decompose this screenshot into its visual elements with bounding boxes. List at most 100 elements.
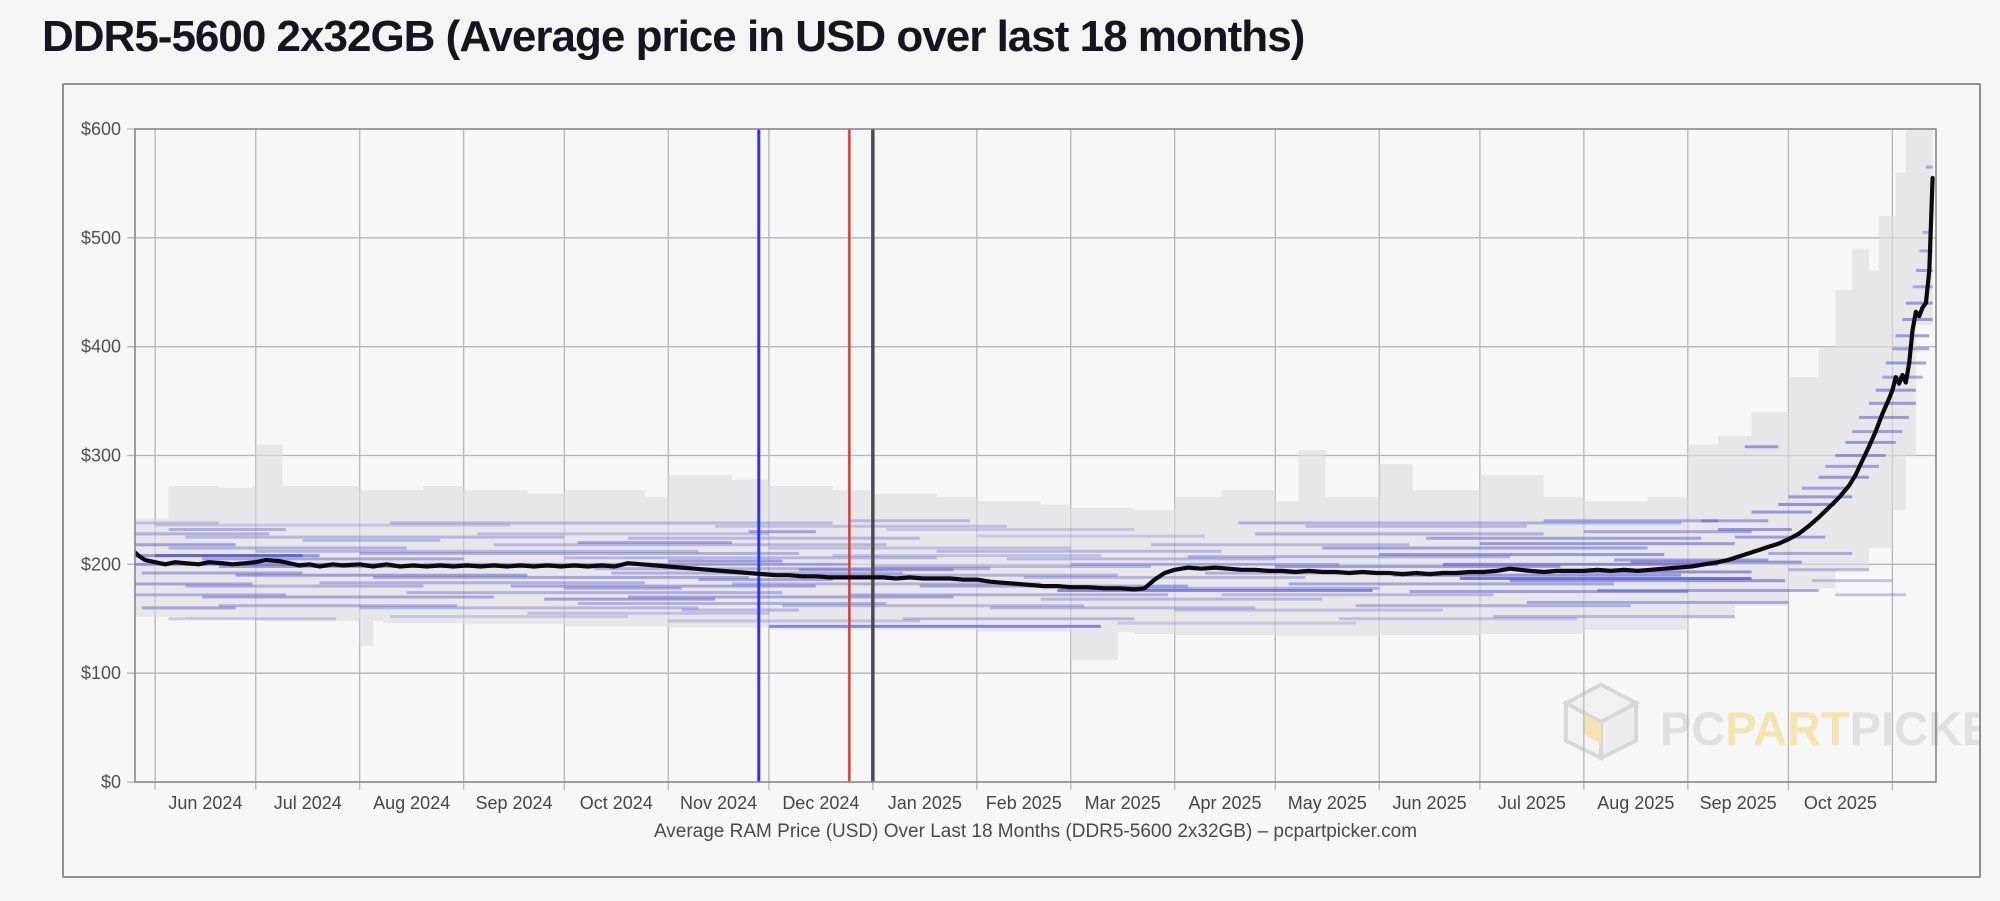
- listing-price-segment: [594, 567, 991, 571]
- listing-price-segment: [1510, 579, 1786, 583]
- x-tick-label: Jul 2024: [274, 793, 342, 813]
- listing-price-segment: [1744, 445, 1779, 449]
- average-price-line: [135, 175, 1935, 592]
- listing-price-segment: [1614, 558, 1769, 562]
- listing-price-segment: [903, 617, 1135, 621]
- listing-price-segment: [1221, 593, 1494, 597]
- listing-price-segment: [1825, 464, 1879, 468]
- listing-price-segment: [1188, 555, 1511, 559]
- listing-price-segment: [1919, 249, 1933, 253]
- listing-price-segment: [135, 543, 236, 547]
- listing-price-segment: [168, 546, 407, 550]
- listing-price-segment: [1275, 565, 1561, 569]
- listing-price-segment: [1459, 576, 1752, 580]
- listing-price-segment: [1922, 230, 1933, 234]
- price-history-chart: PCPARTPICKER $0 $100 $200 $300 $400 $500 $600 Ju…: [81, 119, 1979, 813]
- x-tick-label: Feb 2025: [986, 793, 1062, 813]
- listing-price-segment: [527, 611, 769, 615]
- listing-price-segment: [1597, 588, 1819, 592]
- x-tick-label: Jan 2025: [888, 793, 962, 813]
- listing-price-segment: [1925, 165, 1933, 169]
- listing-price-segment: [1392, 573, 1682, 577]
- listing-price-segment: [748, 530, 816, 534]
- listing-price-segment: [768, 624, 1101, 628]
- listing-price-segment: [1238, 521, 1682, 525]
- listing-price-segment: [1151, 543, 1410, 547]
- listing-price-segment: [168, 617, 337, 621]
- listing-price-segment: [218, 604, 457, 608]
- x-tick-label: Aug 2024: [373, 793, 450, 813]
- listing-price-segment: [1788, 568, 1869, 572]
- listing-price-segment: [886, 528, 1135, 532]
- listing-price-segment: [477, 532, 769, 536]
- listing-price-segment: [1040, 597, 1323, 601]
- x-tick-label: Mar 2025: [1085, 793, 1161, 813]
- listing-price-segment: [1788, 495, 1853, 499]
- listing-price-segment: [849, 519, 971, 523]
- plot-border: [134, 128, 1937, 783]
- listing-price-segment: [698, 578, 833, 582]
- x-tick-label: May 2025: [1288, 793, 1367, 813]
- listing-price-segment: [564, 586, 682, 590]
- x-tick-label: Dec 2024: [782, 793, 859, 813]
- listing-price-segment: [1868, 401, 1916, 405]
- listing-price-segment: [628, 595, 954, 599]
- y-tick-label: $0: [101, 772, 121, 792]
- x-tick-label: Aug 2025: [1597, 793, 1674, 813]
- listing-price-segment: [1379, 553, 1665, 557]
- y-tick-label: $600: [81, 119, 121, 139]
- listing-price-segment: [302, 538, 441, 542]
- x-tick-label: Jun 2024: [168, 793, 242, 813]
- y-axis-labels: $0 $100 $200 $300 $400 $500 $600: [81, 119, 121, 792]
- listing-price-segment: [1442, 562, 1719, 566]
- y-tick-label: $500: [81, 228, 121, 248]
- listing-price-segment: [815, 573, 1118, 577]
- listing-price-segment: [1255, 532, 1544, 536]
- listing-price-segment: [1006, 557, 1276, 561]
- pcpartpicker-watermark: PCPARTPICKER: [1561, 682, 1979, 762]
- listing-price-segment: [155, 523, 511, 527]
- listing-price-segment: [1915, 268, 1933, 272]
- y-tick-label: $100: [81, 663, 121, 683]
- listing-price-segment: [1409, 590, 1688, 594]
- listing-price-segment: [628, 536, 920, 540]
- page-title: DDR5-5600 2x32GB (Average price in USD o…: [42, 12, 1305, 61]
- listing-price-segment: [715, 524, 1007, 528]
- listing-price-segment: [799, 568, 954, 572]
- listing-price-segment: [155, 554, 303, 558]
- listing-price-segment: [493, 543, 887, 547]
- listing-price-segment: [202, 557, 464, 561]
- listing-price-segment: [359, 551, 800, 555]
- listing-price-segment: [510, 584, 816, 588]
- x-tick-label: Apr 2025: [1188, 793, 1261, 813]
- listing-price-segment: [135, 521, 219, 525]
- listing-price-segment: [185, 535, 565, 539]
- listing-price-segment: [1734, 535, 1826, 539]
- listing-price-segment: [1057, 588, 1373, 592]
- listing-price-segment: [1322, 546, 1648, 550]
- x-tick-label: Jul 2025: [1498, 793, 1566, 813]
- listing-price-segment: [1778, 502, 1836, 506]
- listing-price-segment: [185, 584, 424, 588]
- x-tick-label: Sep 2024: [475, 793, 552, 813]
- listing-price-segment: [319, 581, 645, 585]
- listing-price-segment: [1583, 530, 1752, 534]
- listing-price-segment: [255, 549, 699, 553]
- listing-price-segment: [1305, 524, 1527, 528]
- listing-price-segment: [373, 575, 749, 579]
- listing-price-segment: [564, 556, 937, 560]
- listing-price-segment: [1718, 528, 1792, 532]
- listing-price-segment: [936, 549, 1222, 553]
- pcpartpicker-watermark-text: PCPARTPICKER: [1660, 702, 1979, 755]
- listing-price-segment: [1355, 604, 1631, 608]
- listing-price-segment: [544, 597, 716, 601]
- listing-price-segment: [976, 534, 1205, 538]
- listing-price-segment: [135, 582, 253, 586]
- listing-price-segment: [768, 546, 1071, 550]
- listing-price-segment: [1543, 519, 1719, 523]
- listing-price-segment: [1875, 388, 1916, 392]
- y-tick-label: $300: [81, 446, 121, 466]
- listing-price-segment: [359, 606, 699, 610]
- listing-price-segment: [1288, 582, 1615, 586]
